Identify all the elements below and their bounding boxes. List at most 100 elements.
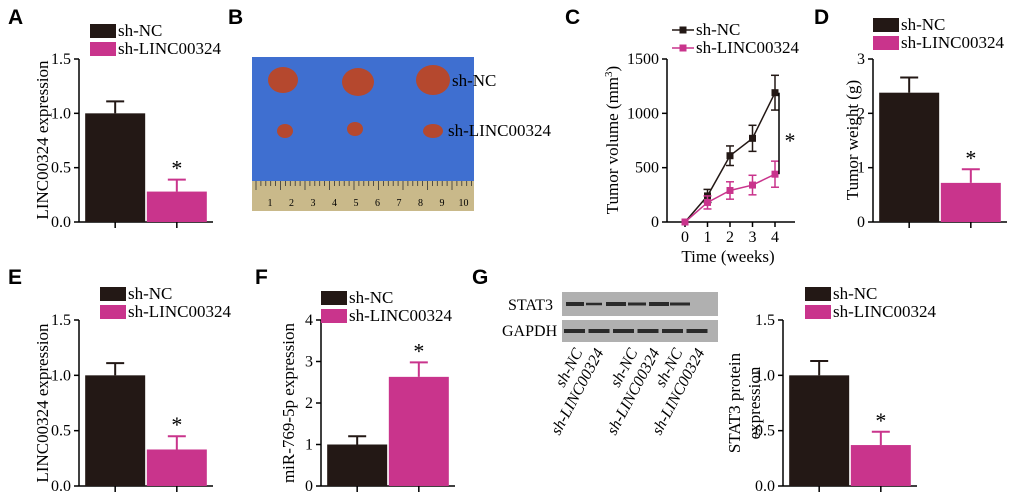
x-tick-label: 1: [704, 229, 712, 246]
blot-band-stat3: [670, 302, 690, 306]
significance-star: *: [875, 408, 886, 433]
blot-band-gapdh: [564, 329, 585, 333]
blot-band-stat3: [628, 302, 646, 306]
panel-label-a: A: [8, 6, 23, 29]
tumor-shnc-1: [268, 67, 298, 93]
ruler-number: 4: [332, 198, 337, 209]
bar-shnc: [879, 92, 940, 222]
y-axis-title: LINC00324 expression: [33, 323, 52, 483]
y-tick-label: 1.5: [755, 312, 775, 329]
legend-swatch-shnc: [90, 24, 116, 38]
significance-star: *: [785, 128, 796, 153]
y-tick-label: 0.0: [51, 478, 71, 495]
y-tick-label: 0: [651, 214, 659, 231]
blot-band-gapdh: [686, 329, 708, 333]
ruler-number: 8: [418, 198, 423, 209]
y-tick-label: 0.5: [755, 423, 775, 440]
significance-star: *: [413, 338, 424, 363]
y-axis-title: Tumor weight (g): [843, 80, 862, 200]
photo-row-label-shnc: sh-NC: [452, 71, 496, 90]
y-tick-label: 0.5: [51, 423, 71, 440]
blot-band-gapdh: [613, 329, 634, 333]
legend-label-shlinc: sh-LINC00324: [696, 38, 799, 57]
y-tick-label: 2: [305, 395, 313, 412]
tumor-photo: 1 2 3 4 5 6 7 8 9 10 sh-NC sh-LINC00324: [252, 57, 551, 211]
legend-swatch-shnc: [100, 287, 126, 301]
y-tick-label: 1500: [627, 51, 659, 68]
legend-label-shlinc: sh-LINC00324: [901, 33, 1004, 52]
bar-shnc: [85, 375, 146, 486]
panel-label-b: B: [228, 6, 243, 29]
y-axis-title: expression: [745, 366, 764, 439]
legend-swatch-shlinc: [321, 309, 347, 323]
blot-band-stat3: [606, 302, 626, 306]
legend-label-shnc: sh-NC: [696, 20, 740, 39]
ruler-number: 10: [459, 198, 469, 209]
data-point-shlinc: [749, 181, 756, 189]
y-axis-title: STAT3 protein: [725, 352, 744, 453]
legend-label-shnc: sh-NC: [833, 284, 877, 303]
bar-shlinc: [388, 376, 449, 486]
blot-band-gapdh: [588, 329, 610, 333]
legend-swatch-shlinc: [90, 42, 116, 56]
y-tick-label: 4: [305, 312, 313, 329]
panel-label-d: D: [814, 6, 829, 29]
blot-band-gapdh: [637, 329, 659, 333]
significance-star: *: [171, 156, 182, 181]
legend-label-shlinc: sh-LINC00324: [118, 39, 221, 58]
ruler-number: 9: [440, 198, 445, 209]
data-point-shlinc: [771, 170, 779, 178]
y-tick-label: 0: [305, 478, 313, 495]
panel-label-f: F: [255, 266, 268, 289]
legend-label-shnc: sh-NC: [128, 284, 172, 303]
legend-label-shlinc: sh-LINC00324: [833, 302, 936, 321]
blot-band-stat3: [586, 302, 602, 306]
legend-label-shlinc: sh-LINC00324: [349, 306, 452, 325]
photo-row-label-shlinc: sh-LINC00324: [448, 121, 551, 140]
bar-shnc: [789, 375, 850, 486]
ruler-numbers: 1 2 3 4 5 6 7 8 9 10: [268, 198, 469, 209]
x-tick-label: 2: [726, 229, 734, 246]
y-tick-label: 1: [305, 437, 313, 454]
tumor-shlinc-1: [277, 124, 293, 138]
y-tick-label: 1.0: [51, 367, 71, 384]
y-tick-label: 500: [635, 160, 659, 177]
ruler-number: 1: [268, 198, 273, 209]
blot-bands: [564, 302, 708, 333]
y-tick-label: 1: [857, 160, 865, 177]
tumor-shnc-2: [342, 68, 374, 96]
y-tick-label: 1.0: [51, 105, 71, 122]
y-tick-label: 1.5: [51, 51, 71, 68]
legend-swatch-shlinc: [100, 305, 126, 319]
legend-marker: [679, 26, 687, 34]
ruler-ticks: [255, 181, 473, 190]
x-tick-label: 3: [749, 229, 757, 246]
tumor-shlinc-2: [347, 122, 363, 136]
ruler-number: 2: [289, 198, 294, 209]
y-tick-label: 1.0: [755, 367, 775, 384]
data-point-shnc: [771, 89, 779, 97]
y-tick-label: 0: [857, 214, 865, 231]
bar-shlinc: [146, 191, 207, 222]
tumor-shnc-3: [416, 65, 450, 95]
bar-shlinc: [146, 449, 207, 486]
y-axis-title: Tumor volume (mm3): [603, 66, 622, 214]
legend-label-shnc: sh-NC: [118, 21, 162, 40]
bar-shlinc: [850, 445, 911, 486]
legend-marker: [679, 44, 687, 52]
legend-label-shlinc: sh-LINC00324: [128, 302, 231, 321]
ruler-number: 7: [397, 198, 402, 209]
y-axis-title: miR-769-5p expression: [279, 322, 298, 483]
y-tick-label: 1000: [627, 105, 659, 122]
blot-band-gapdh: [662, 329, 683, 333]
blot-row-label-stat3: STAT3: [508, 297, 553, 314]
y-tick-label: 2: [857, 105, 865, 122]
